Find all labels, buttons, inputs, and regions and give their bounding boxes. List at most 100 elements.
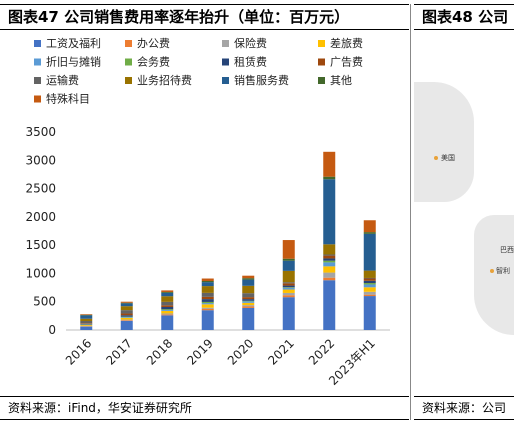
bar-segment <box>161 291 174 293</box>
bar-stack-2018 <box>161 290 174 330</box>
bar-segment <box>323 258 336 261</box>
map-title: 图表48 公司 <box>414 4 514 30</box>
bar-segment <box>201 310 214 330</box>
y-tick-label: 3000 <box>25 153 56 167</box>
bar-segment <box>201 282 214 287</box>
bar-segment <box>242 302 255 306</box>
y-axis: 0 500 1000 1500 2000 2500 3000 3500 <box>25 125 390 337</box>
bar-stack-2023年H1 <box>363 220 376 330</box>
bar-segment <box>80 326 93 330</box>
legend-label: 特殊科目 <box>46 92 90 106</box>
bar-segment <box>201 303 214 305</box>
bar-segment <box>201 304 214 308</box>
legend-item-2: 保险费 <box>222 36 267 50</box>
bar-segment <box>201 296 214 300</box>
y-tick-label: 2500 <box>25 182 56 196</box>
legend-swatch <box>222 77 229 84</box>
bar-segment <box>282 292 295 296</box>
legend-label: 业务招待费 <box>137 73 192 87</box>
legend-item-10: 销售服务费 <box>222 73 289 87</box>
y-tick-label: 2000 <box>25 210 56 224</box>
bar-segment <box>161 314 174 316</box>
bar-segment <box>120 319 133 321</box>
bar-segment <box>242 301 255 303</box>
legend-swatch <box>222 58 229 66</box>
legend-swatch <box>318 77 325 84</box>
y-tick-label: 1500 <box>25 238 56 252</box>
bar-segment <box>242 306 255 308</box>
bar-segment <box>282 295 295 298</box>
legend-item-0: 工资及福利 <box>34 36 101 50</box>
map-source: 资料来源：公司 <box>414 396 514 420</box>
bar-segment <box>363 220 376 233</box>
bar-segment <box>323 179 336 245</box>
bar-segment <box>282 285 295 288</box>
bar-segment <box>363 270 376 278</box>
bar-segment <box>161 290 174 292</box>
legend-label: 折旧与摊销 <box>46 55 101 69</box>
bar-segment <box>201 292 214 297</box>
chart-source: 资料来源：iFind，华安证券研究所 <box>0 396 409 420</box>
bar-stack-2016 <box>80 314 93 330</box>
bar-segment <box>120 317 133 320</box>
bar-segment <box>242 299 255 301</box>
y-tick-label: 500 <box>33 295 56 309</box>
bar-segment <box>282 287 295 288</box>
legend-label: 广告费 <box>330 56 363 69</box>
legend-item-8: 运输费 <box>34 73 79 87</box>
legend-item-11: 其他 <box>318 74 352 87</box>
bar-segment <box>161 296 174 302</box>
bar-segment <box>323 255 336 259</box>
bar-segment <box>201 278 214 282</box>
legend-swatch <box>34 58 41 66</box>
bar-segment <box>363 280 376 284</box>
legend-item-12: 特殊科目 <box>34 92 90 106</box>
bar-stack-2020 <box>242 275 255 330</box>
bar-segment <box>242 293 255 298</box>
legend-label: 保险费 <box>234 36 267 50</box>
panel-divider <box>410 4 411 420</box>
legend-item-6: 租赁费 <box>222 55 267 69</box>
bar-segment <box>201 299 214 302</box>
legend-label: 租赁费 <box>234 55 267 69</box>
legend-label: 工资及福利 <box>46 36 101 50</box>
bar-segment <box>242 297 255 300</box>
legend-swatch <box>34 40 41 47</box>
legend-swatch <box>222 40 229 47</box>
north-america-shape <box>414 82 474 202</box>
legend-swatch <box>125 58 132 66</box>
x-tick-label: 2020 <box>225 336 256 367</box>
bar-segment <box>363 287 376 292</box>
bar-segment <box>323 280 336 330</box>
bar-segment <box>120 303 133 307</box>
bar-segment <box>323 262 336 267</box>
brazil-label: 巴西 <box>500 246 514 254</box>
bar-segment <box>120 313 133 316</box>
bar-segment <box>363 296 376 330</box>
bar-segment <box>323 266 336 273</box>
chile-marker <box>490 269 494 273</box>
bar-segment <box>80 314 93 316</box>
bar-segment <box>363 283 376 285</box>
x-tick-label: 2019 <box>184 336 215 367</box>
bar-segment <box>282 240 295 259</box>
x-tick-label: 2018 <box>144 336 175 367</box>
bar-segment <box>120 301 133 303</box>
legend-item-7: 广告费 <box>318 56 363 69</box>
bar-segment <box>363 232 376 234</box>
legend-swatch <box>125 40 132 47</box>
bar-segment <box>282 287 295 290</box>
bar-segment <box>363 291 376 295</box>
bar-segment <box>242 305 255 307</box>
bar-segment <box>282 260 295 271</box>
legend-label: 销售服务费 <box>234 73 289 87</box>
bar-segment <box>120 302 133 304</box>
bar-segment <box>363 277 376 279</box>
bar-segment <box>282 297 295 330</box>
legend-item-1: 办公费 <box>125 37 170 50</box>
bar-segment <box>120 306 133 311</box>
bar-segment <box>161 306 174 310</box>
legend-swatch <box>34 95 41 103</box>
